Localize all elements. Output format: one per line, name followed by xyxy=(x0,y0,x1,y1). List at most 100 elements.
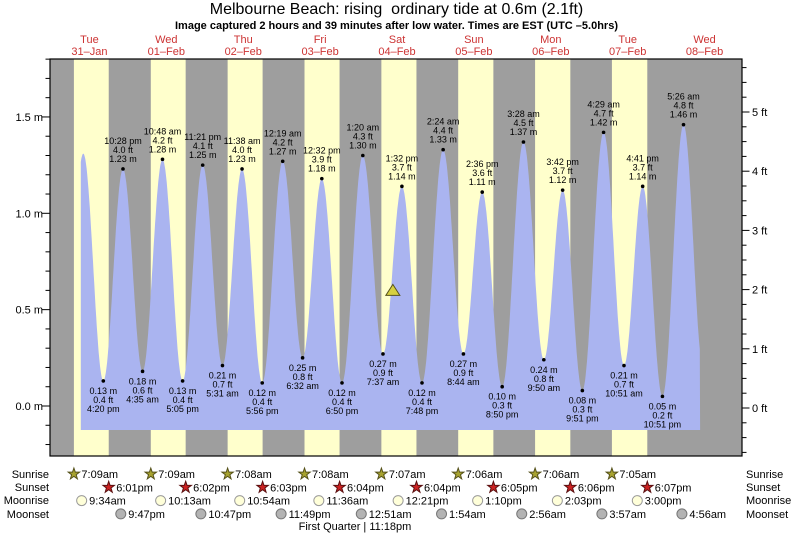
tide-extreme-dot xyxy=(121,167,125,171)
high-tide-annotation: 1.30 m xyxy=(349,140,377,150)
moonrise-circle-icon xyxy=(551,495,563,507)
day-label: Sun 05–Feb xyxy=(455,34,493,58)
tide-extreme-dot xyxy=(300,356,305,360)
moonrise-time: 9:34am xyxy=(89,496,126,508)
sunrise-time: 7:06am xyxy=(543,469,580,481)
moonrise-circle-icon xyxy=(631,495,643,507)
low-tide-annotation: 0.9 ft xyxy=(373,368,394,378)
tide-extreme-dot xyxy=(220,363,225,368)
high-tide-annotation: 4.0 ft xyxy=(232,145,253,155)
low-tide-annotation: 6:50 pm xyxy=(326,406,359,416)
low-tide-annotation: 0.8 ft xyxy=(293,372,314,382)
moonset-time: 9:47pm xyxy=(128,509,165,521)
tide-extreme-dot xyxy=(601,130,606,135)
moonset-circle-icon xyxy=(436,508,448,520)
low-tide-annotation: 0.24 m xyxy=(530,365,558,375)
low-tide-annotation: 7:37 am xyxy=(367,377,400,387)
low-tide-annotation: 0.27 m xyxy=(450,359,478,369)
high-tide-annotation: 2:24 am xyxy=(427,117,460,127)
low-tide-annotation: 10:51 am xyxy=(605,389,643,399)
moonset-circle-icon xyxy=(115,508,127,520)
sunrise-time: 7:05am xyxy=(619,469,656,481)
high-tide-annotation: 1.14 m xyxy=(629,171,657,181)
day-label: Wed 01–Feb xyxy=(147,34,185,58)
right-axis-tick-label: 0 ft xyxy=(752,403,767,415)
sunset-row-label-left: Sunset xyxy=(14,482,49,494)
left-axis-tick-label: 1.0 m xyxy=(15,208,43,220)
tide-extreme-dot xyxy=(480,190,485,194)
moonrise-circle-icon xyxy=(76,495,88,507)
sunset-star-icon xyxy=(255,479,270,494)
high-tide-annotation: 4.2 ft xyxy=(152,135,173,145)
plot-border xyxy=(49,58,743,457)
high-tide-annotation: 1.18 m xyxy=(308,164,336,174)
sunset-star-icon xyxy=(101,479,116,494)
day-label: Tue 07–Feb xyxy=(609,34,647,58)
high-tide-annotation: 4.2 ft xyxy=(273,137,294,147)
low-tide-annotation: 4:35 am xyxy=(126,394,159,404)
moonrise-row-label-right: Moonrise xyxy=(746,495,792,507)
high-tide-annotation: 3.7 ft xyxy=(633,162,654,172)
high-tide-annotation: 3.7 ft xyxy=(553,166,574,176)
low-tide-annotation: 0.25 m xyxy=(289,363,317,373)
moonrise-time: 1:10pm xyxy=(485,496,522,508)
high-tide-annotation: 3.6 ft xyxy=(472,168,493,178)
moon-phase-note: First Quarter | 11:18pm xyxy=(298,521,412,533)
sunrise-time: 7:08am xyxy=(235,469,272,481)
high-tide-annotation: 1.25 m xyxy=(189,150,217,160)
low-tide-annotation: 0.13 m xyxy=(90,386,118,396)
low-tide-annotation: 4:20 pm xyxy=(87,404,120,414)
moonset-circle-icon xyxy=(195,508,207,520)
high-tide-annotation: 12:19 am xyxy=(264,128,302,138)
right-axis-tick-label: 5 ft xyxy=(752,107,767,119)
high-tide-annotation: 2:36 pm xyxy=(466,159,499,169)
tide-extreme-dot xyxy=(361,153,365,158)
sunset-star-icon xyxy=(178,479,193,494)
low-tide-annotation: 0.4 ft xyxy=(412,397,433,407)
low-tide-annotation: 0.08 m xyxy=(569,396,597,406)
moonset-time: 2:56am xyxy=(529,509,566,521)
high-tide-annotation: 1.42 m xyxy=(590,117,618,127)
moonset-time: 4:56am xyxy=(689,509,726,521)
left-axis-tick-label: 1.5 m xyxy=(15,112,43,124)
high-tide-annotation: 1.27 m xyxy=(269,146,297,156)
moonset-time: 12:51am xyxy=(369,509,412,521)
high-tide-annotation: 12:32 pm xyxy=(303,146,341,156)
sunrise-star-icon xyxy=(604,466,620,481)
moonrise-circle-icon xyxy=(234,495,246,507)
low-tide-annotation: 0.4 ft xyxy=(93,395,114,405)
high-tide-annotation: 3.9 ft xyxy=(312,155,333,165)
tide-area xyxy=(80,124,701,430)
high-tide-annotation: 4.5 ft xyxy=(513,118,534,128)
sunrise-star-icon xyxy=(374,466,389,481)
high-tide-annotation: 4.8 ft xyxy=(674,101,695,111)
low-tide-annotation: 10:51 pm xyxy=(644,419,682,429)
low-tide-annotation: 0.4 ft xyxy=(332,397,353,407)
high-tide-annotation: 1.23 m xyxy=(228,154,256,164)
day-label: Thu 02–Feb xyxy=(224,34,262,58)
high-tide-annotation: 1.37 m xyxy=(510,127,538,137)
sunset-time: 6:04pm xyxy=(347,482,384,494)
tide-extreme-dot xyxy=(420,381,424,385)
day-label: Fri 03–Feb xyxy=(301,34,339,58)
high-tide-annotation: 11:38 am xyxy=(224,136,261,146)
moonset-circle-icon xyxy=(676,508,688,520)
tide-extreme-dot xyxy=(660,394,665,399)
left-axis-tick-label: 0.5 m xyxy=(15,305,43,317)
moonset-time: 1:54am xyxy=(449,509,486,521)
moonrise-circle-icon xyxy=(313,495,325,507)
low-tide-annotation: 8:50 pm xyxy=(486,410,519,420)
low-tide-annotation: 5:05 pm xyxy=(166,404,199,414)
tide-extreme-dot xyxy=(441,147,445,152)
low-tide-annotation: 0.7 ft xyxy=(614,380,635,390)
high-tide-annotation: 1.11 m xyxy=(469,177,496,187)
sunset-time: 6:02pm xyxy=(193,482,230,494)
low-tide-annotation: 0.10 m xyxy=(488,392,516,402)
low-tide-annotation: 0.2 ft xyxy=(652,410,673,420)
sunrise-time: 7:07am xyxy=(389,469,426,481)
high-tide-annotation: 4.4 ft xyxy=(433,126,454,136)
page-title: Melbourne Beach: rising ordinary tide at… xyxy=(209,1,584,18)
tide-extreme-dot xyxy=(640,184,645,189)
sunset-time: 6:07pm xyxy=(655,482,692,494)
